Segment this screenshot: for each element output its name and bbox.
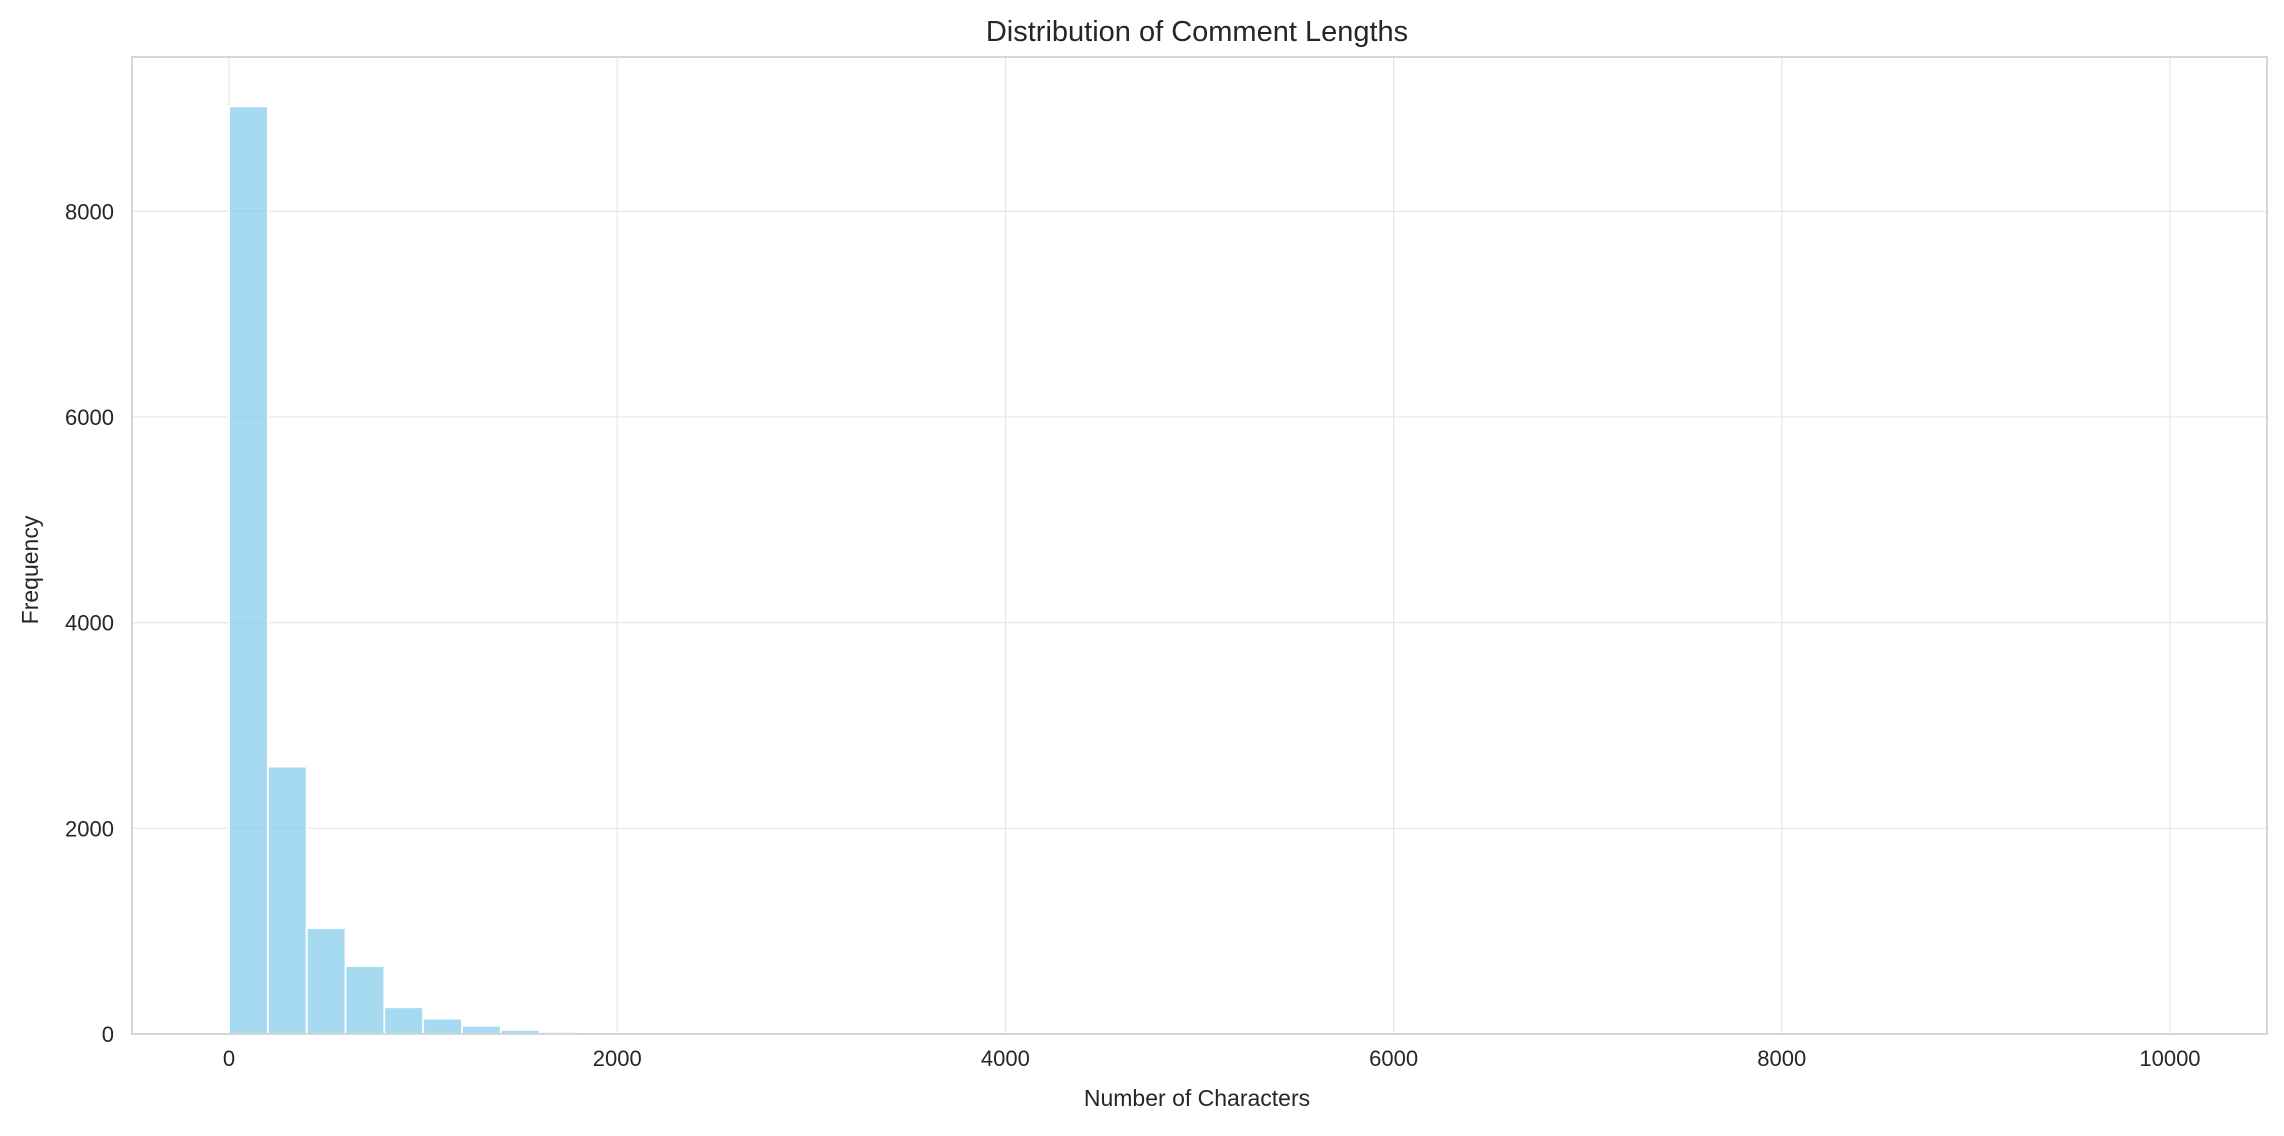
y-tick-label-2: 4000 — [65, 611, 114, 636]
x-ticks: 0 2000 4000 6000 8000 10000 — [223, 1046, 2201, 1071]
grid — [132, 57, 2267, 1034]
x-tick-label-2: 4000 — [981, 1046, 1030, 1071]
x-tick-label-0: 0 — [223, 1046, 235, 1071]
chart-title: Distribution of Comment Lengths — [986, 16, 1408, 48]
x-tick-label-5: 10000 — [2139, 1046, 2200, 1071]
plot-frame — [132, 57, 2267, 1034]
bars — [229, 106, 2170, 1034]
histogram-bar-4 — [384, 1007, 423, 1034]
histogram-bar-6 — [462, 1026, 501, 1034]
histogram-bar-1 — [268, 767, 307, 1034]
histogram-bar-0 — [229, 106, 268, 1034]
histogram-bar-5 — [423, 1019, 462, 1034]
x-tick-label-4: 8000 — [1757, 1046, 1806, 1071]
y-axis-label: Frequency — [17, 515, 43, 624]
y-tick-label-3: 6000 — [65, 405, 114, 430]
histogram-bar-3 — [346, 966, 385, 1034]
x-tick-label-1: 2000 — [593, 1046, 642, 1071]
x-tick-label-3: 6000 — [1369, 1046, 1418, 1071]
histogram-bar-2 — [307, 928, 346, 1034]
y-tick-label-4: 8000 — [65, 199, 114, 224]
y-ticks: 0 2000 4000 6000 8000 — [65, 199, 114, 1047]
y-tick-label-1: 2000 — [65, 816, 114, 841]
x-axis-label: Number of Characters — [1084, 1085, 1310, 1111]
y-tick-label-0: 0 — [102, 1022, 114, 1047]
